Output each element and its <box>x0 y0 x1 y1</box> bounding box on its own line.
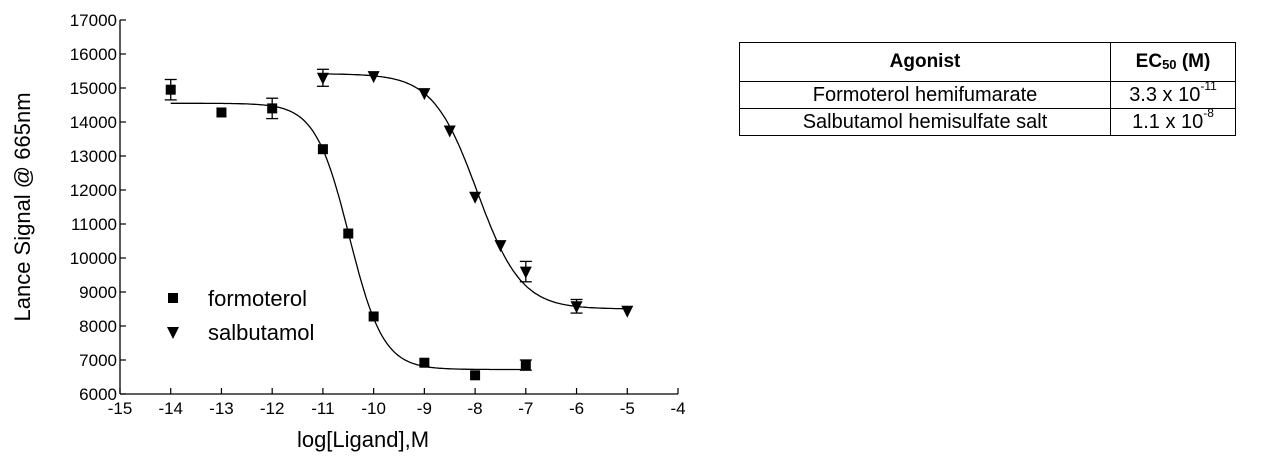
data-point-formoterol <box>267 103 278 114</box>
x-tick-label: -10 <box>361 399 386 418</box>
data-points <box>165 71 634 381</box>
legend-label-formoterol: formoterol <box>208 286 307 311</box>
y-tick-label: 9000 <box>79 283 117 302</box>
data-point-salbutamol <box>469 191 482 204</box>
agonist-cell: Salbutamol hemisulfate salt <box>739 108 1111 136</box>
data-point-salbutamol <box>443 125 456 138</box>
y-tick-label: 17000 <box>70 11 117 30</box>
data-point-salbutamol <box>316 72 329 85</box>
table-header-row: Agonist EC50 (M) <box>739 42 1236 82</box>
x-tick-label: -12 <box>260 399 285 418</box>
ec50-cell: 3.3 x 10-11 <box>1110 80 1236 109</box>
data-point-formoterol <box>165 84 176 95</box>
agonist-cell: Formoterol hemifumarate <box>739 81 1111 109</box>
y-tick-label: 16000 <box>70 45 117 64</box>
ec50-table: Agonist EC50 (M) Formoterol hemifumarate… <box>739 42 1236 136</box>
header-agonist: Agonist <box>739 42 1111 82</box>
data-point-formoterol <box>419 357 430 368</box>
x-tick-label: -11 <box>311 399 334 418</box>
data-point-formoterol <box>216 107 227 118</box>
y-tick-label: 10000 <box>70 249 117 268</box>
legend-label-salbutamol: salbutamol <box>208 320 314 345</box>
data-point-formoterol <box>520 360 531 371</box>
y-tick-label: 14000 <box>70 113 117 132</box>
data-point-formoterol <box>470 370 481 381</box>
legend: formoterol salbutamol <box>167 286 314 345</box>
x-tick-label: -8 <box>468 399 483 418</box>
y-axis-title: Lance Signal @ 665nm <box>10 92 35 321</box>
fit-curve-salbutamol <box>322 73 628 310</box>
y-tick-label: 12000 <box>70 181 117 200</box>
y-tick-label: 7000 <box>79 351 117 370</box>
x-tick-label: -14 <box>158 399 183 418</box>
x-tick-label: -13 <box>209 399 234 418</box>
x-tick-label: -6 <box>569 399 584 418</box>
x-axis-title: log[Ligand],M <box>297 427 429 452</box>
table-row: Salbutamol hemisulfate salt 1.1 x 10-8 <box>739 107 1236 136</box>
legend-marker-salbutamol <box>167 327 179 339</box>
x-tick-label: -9 <box>417 399 432 418</box>
x-axis-ticks: -15 -14 -13 -12 -11 -10 -9 -8 -7 -6 -5 -4 <box>108 388 686 418</box>
header-ec50: EC50 (M) <box>1110 42 1236 82</box>
data-point-formoterol <box>343 228 354 239</box>
data-point-formoterol <box>368 311 379 322</box>
chart-axes <box>119 20 678 395</box>
data-point-salbutamol <box>570 301 583 314</box>
data-point-salbutamol <box>519 266 532 279</box>
y-tick-label: 15000 <box>70 79 117 98</box>
x-tick-label: -7 <box>518 399 533 418</box>
y-tick-label: 13000 <box>70 147 117 166</box>
data-point-salbutamol <box>418 88 431 101</box>
x-tick-label: -5 <box>620 399 635 418</box>
data-point-formoterol <box>317 144 328 155</box>
data-point-salbutamol <box>621 305 634 318</box>
y-tick-label: 6000 <box>79 385 117 404</box>
data-point-salbutamol <box>367 71 380 84</box>
table-row: Formoterol hemifumarate 3.3 x 10-11 <box>739 80 1236 109</box>
y-axis-ticks: 6000 7000 8000 9000 10000 11000 12000 13000 1400… <box>70 11 126 404</box>
data-point-salbutamol <box>494 240 507 253</box>
legend-marker-formoterol <box>168 293 178 303</box>
y-tick-label: 11000 <box>71 215 117 234</box>
dose-response-chart: -15 -14 -13 -12 -11 -10 -9 -8 -7 -6 -5 -4 6000 7000 8… <box>10 11 686 452</box>
x-tick-label: -15 <box>108 399 133 418</box>
y-tick-label: 8000 <box>79 317 117 336</box>
x-tick-label: -4 <box>670 399 685 418</box>
ec50-cell: 1.1 x 10-8 <box>1110 107 1236 136</box>
